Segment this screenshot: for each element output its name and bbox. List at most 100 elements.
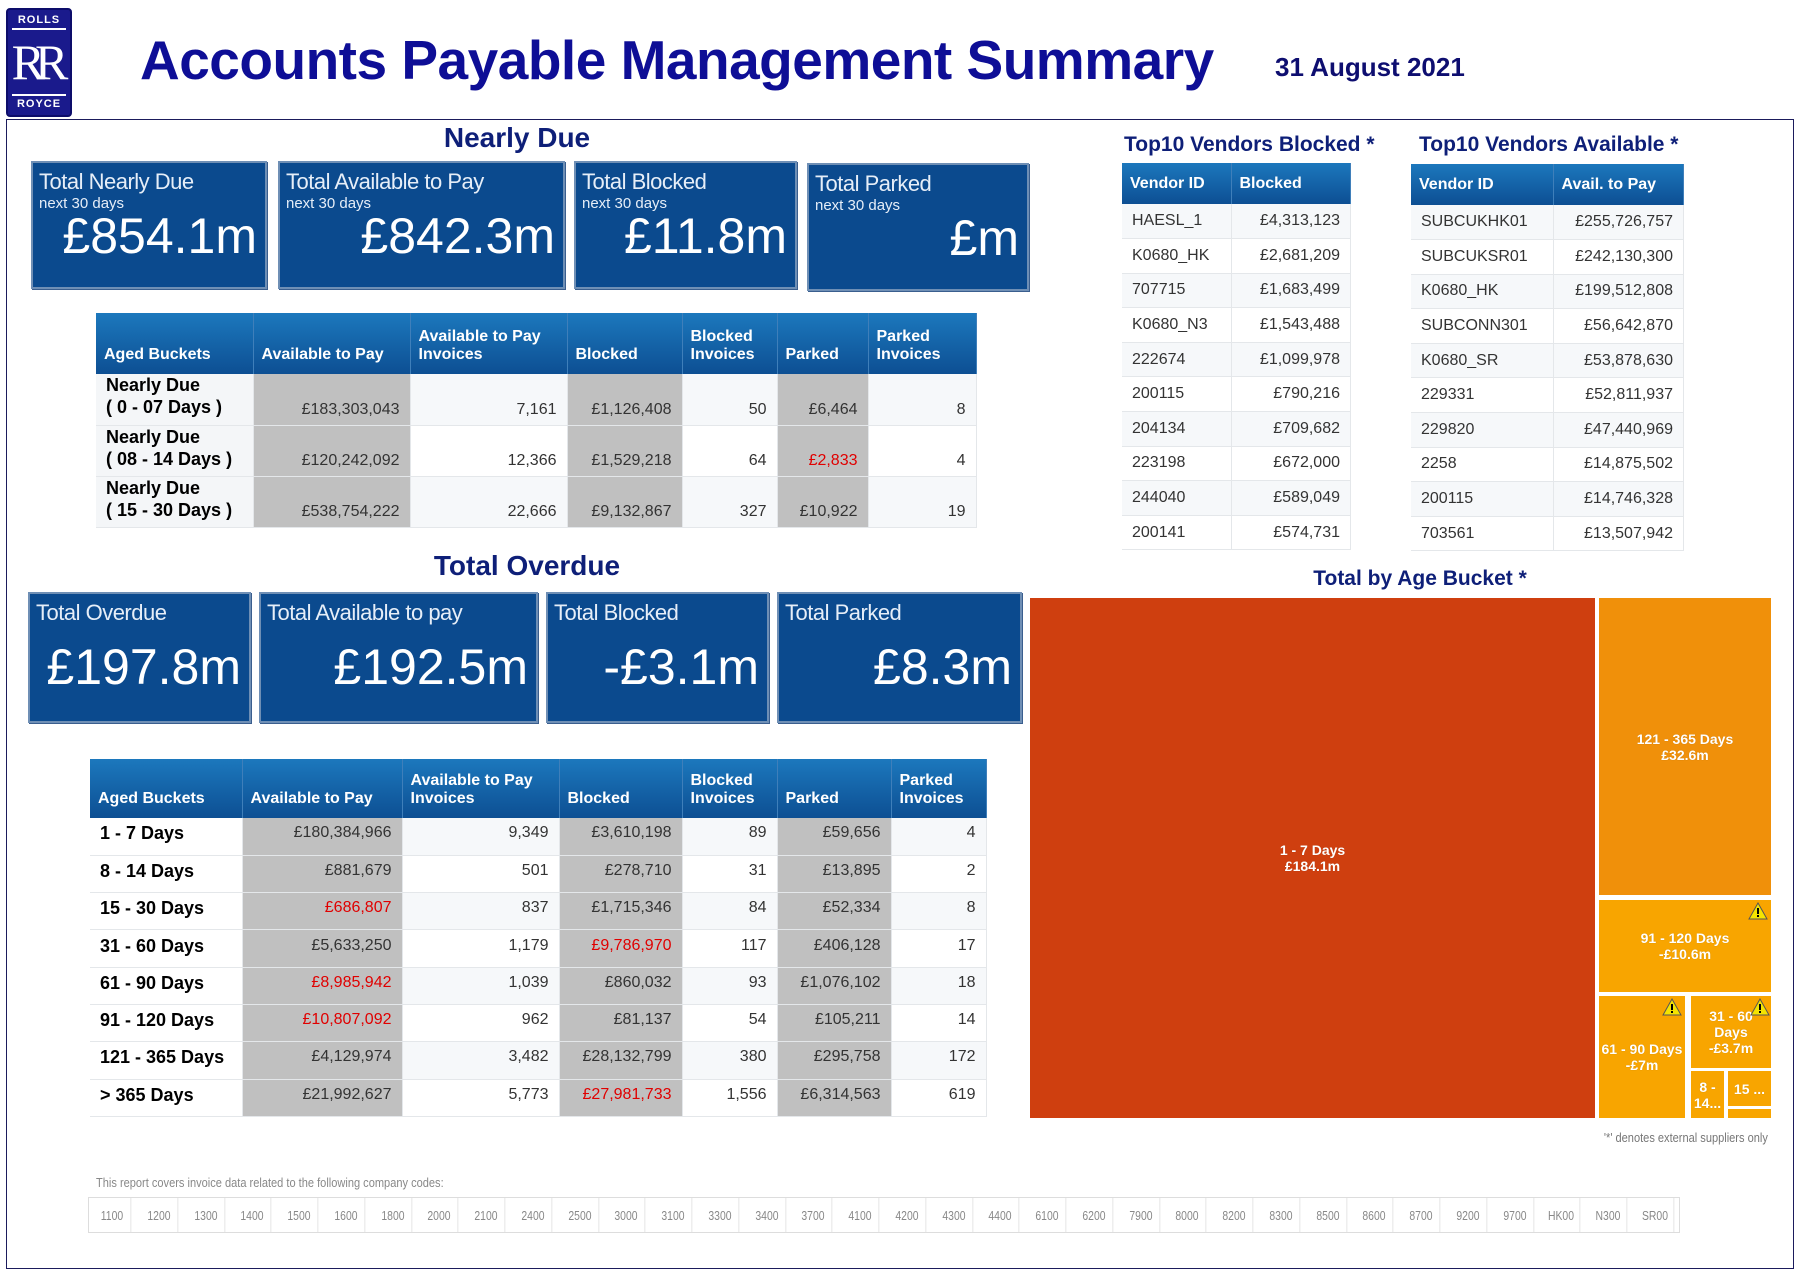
company-code: HK00: [1543, 1198, 1581, 1232]
column-header: Available to Pay Invoices: [402, 759, 560, 818]
table-cell: £59,656: [777, 818, 892, 856]
vendor-id: 229331: [1411, 377, 1554, 414]
vendor-amount: £4,313,123: [1231, 204, 1351, 240]
table-cell: 1,556: [682, 1079, 778, 1117]
company-code: 1200: [140, 1198, 178, 1232]
vendor-amount: £709,682: [1231, 411, 1351, 447]
table-row: 31 - 60 Days £5,633,250 1,179 £9,786,970 117…: [90, 929, 987, 968]
table-cell: 14: [891, 1004, 987, 1043]
table-cell: 19: [868, 476, 977, 528]
vendor-amount: £14,875,502: [1553, 447, 1684, 483]
vendor-row: K0680_HK £2,681,209: [1122, 238, 1351, 274]
vendor-row: 204134 £709,682: [1122, 411, 1351, 447]
table-cell: £4,129,974: [242, 1041, 403, 1080]
bucket-label: 61 - 90 Days: [90, 967, 243, 1005]
company-code: 8700: [1403, 1198, 1441, 1232]
kpi-card-nearly-due: Total Nearly Due next 30 days £854.1m: [31, 161, 267, 289]
table-cell: £81,137: [559, 1004, 683, 1043]
table-row: 8 - 14 Days £881,679 501 £278,710 31 £13,895 2: [90, 855, 987, 894]
column-header: Available to Pay: [253, 313, 411, 374]
company-code: 4100: [842, 1198, 880, 1232]
table-row: 15 - 30 Days £686,807 837 £1,715,346 84 £52,3…: [90, 892, 987, 931]
company-code: 6100: [1029, 1198, 1067, 1232]
bucket-label: Nearly Due ( 08 - 14 Days ): [96, 425, 254, 477]
table-cell: 8: [891, 892, 987, 931]
table-row: 1 - 7 Days £180,384,966 9,349 £3,610,198 89 £…: [90, 818, 987, 856]
vendor-id: 200141: [1122, 515, 1232, 551]
vendor-id: 2258: [1411, 447, 1554, 483]
tile-value: £32.6m: [1661, 746, 1709, 763]
table-cell: 117: [682, 929, 778, 968]
bucket-label: 1 - 7 Days: [90, 818, 243, 856]
kpi-value: £m: [949, 210, 1019, 266]
kpi-label: Total Nearly Due: [39, 169, 194, 194]
treemap-tile[interactable]: [1728, 1109, 1771, 1118]
treemap-tile[interactable]: 61 - 90 Days -£7m: [1599, 996, 1685, 1118]
bucket-label: 31 - 60 Days: [90, 929, 243, 968]
logo-top-text: ROLLS: [12, 14, 66, 30]
table-cell: £686,807: [242, 892, 403, 931]
table-cell: £860,032: [559, 967, 683, 1005]
table-cell: £1,529,218: [567, 425, 683, 477]
column-header: Blocked: [567, 313, 683, 374]
vendor-amount: £52,811,937: [1553, 377, 1684, 414]
table-cell: £6,314,563: [777, 1079, 892, 1117]
tile-value: -£7m: [1625, 1057, 1659, 1073]
company-code: 3000: [608, 1198, 646, 1232]
table-row: 121 - 365 Days £4,129,974 3,482 £28,132,799…: [90, 1041, 987, 1080]
vendor-amount: £589,049: [1231, 480, 1351, 516]
table-cell: £2,833: [777, 425, 869, 477]
company-code: 8500: [1309, 1198, 1347, 1232]
vendor-amount: £574,731: [1231, 515, 1351, 551]
company-code: 3400: [748, 1198, 786, 1232]
table-cell: 327: [682, 476, 778, 528]
vendor-id: SUBCUKHK01: [1411, 205, 1554, 241]
table-cell: £1,076,102: [777, 967, 892, 1005]
vendor-amount: £53,878,630: [1553, 343, 1684, 379]
table-cell: £28,132,799: [559, 1041, 683, 1080]
company-code: SR00: [1636, 1198, 1674, 1232]
kpi-card-nearly-due: Total Available to Pay next 30 days £842.3…: [278, 161, 565, 289]
table-cell: 962: [402, 1004, 560, 1043]
treemap-tile[interactable]: 31 - 60 Days -£3.7m: [1691, 996, 1771, 1068]
table-cell: 50: [682, 374, 778, 426]
treemap-tile[interactable]: 15 ...: [1728, 1071, 1771, 1106]
treemap-tile[interactable]: 8 - 14...: [1691, 1071, 1724, 1118]
vendor-amount: £672,000: [1231, 446, 1351, 482]
tile-label: 8 - 14...: [1693, 1078, 1722, 1111]
vendor-id: SUBCONN301: [1411, 308, 1554, 344]
vendor-id: HAESL_1: [1122, 204, 1232, 240]
company-code: 1800: [374, 1198, 412, 1232]
tile-value: -£3.7m: [1708, 1040, 1754, 1056]
kpi-value: £854.1m: [62, 208, 257, 264]
kpi-card-overdue: Total Blocked -£3.1m: [546, 592, 769, 723]
tile-value: £184.1m: [1284, 858, 1341, 874]
vendor-id: SUBCUKSR01: [1411, 239, 1554, 275]
table-header-row: Aged Buckets Available to Pay Available to…: [96, 313, 977, 374]
vendor-id: 222674: [1122, 342, 1232, 378]
bucket-label: > 365 Days: [90, 1079, 243, 1117]
treemap-tile[interactable]: 121 - 365 Days £32.6m: [1599, 598, 1771, 895]
table-cell: £3,610,198: [559, 818, 683, 856]
bucket-label: Nearly Due ( 15 - 30 Days ): [96, 476, 254, 528]
kpi-card-nearly-due: Total Parked next 30 days £m: [807, 163, 1029, 291]
table-cell: £10,922: [777, 476, 869, 528]
vendor-amount: £199,512,808: [1553, 274, 1684, 310]
table-cell: 3,482: [402, 1041, 560, 1080]
table-cell: £52,334: [777, 892, 892, 931]
table-header-row: Vendor ID Blocked: [1122, 163, 1351, 204]
kpi-value: -£3.1m: [603, 639, 759, 695]
table-cell: 54: [682, 1004, 778, 1043]
table-cell: 84: [682, 892, 778, 931]
table-row: > 365 Days £21,992,627 5,773 £27,981,733 1,5…: [90, 1079, 987, 1117]
table-cell: 93: [682, 967, 778, 1005]
vendor-row: K0680_N3 £1,543,488: [1122, 307, 1351, 343]
vendor-row: 2258 £14,875,502: [1411, 447, 1684, 483]
company-code: 1100: [94, 1198, 132, 1232]
table-cell: £21,992,627: [242, 1079, 403, 1117]
treemap-tile[interactable]: 1 - 7 Days £184.1m: [1030, 598, 1595, 1118]
bucket-label: 8 - 14 Days: [90, 855, 243, 894]
vendors-available-table: Vendor ID Avail. to Pay SUBCUKHK01 £255,726…: [1411, 164, 1684, 552]
table-cell: £27,981,733: [559, 1079, 683, 1117]
treemap-tile[interactable]: 91 - 120 Days -£10.6m: [1599, 900, 1771, 992]
